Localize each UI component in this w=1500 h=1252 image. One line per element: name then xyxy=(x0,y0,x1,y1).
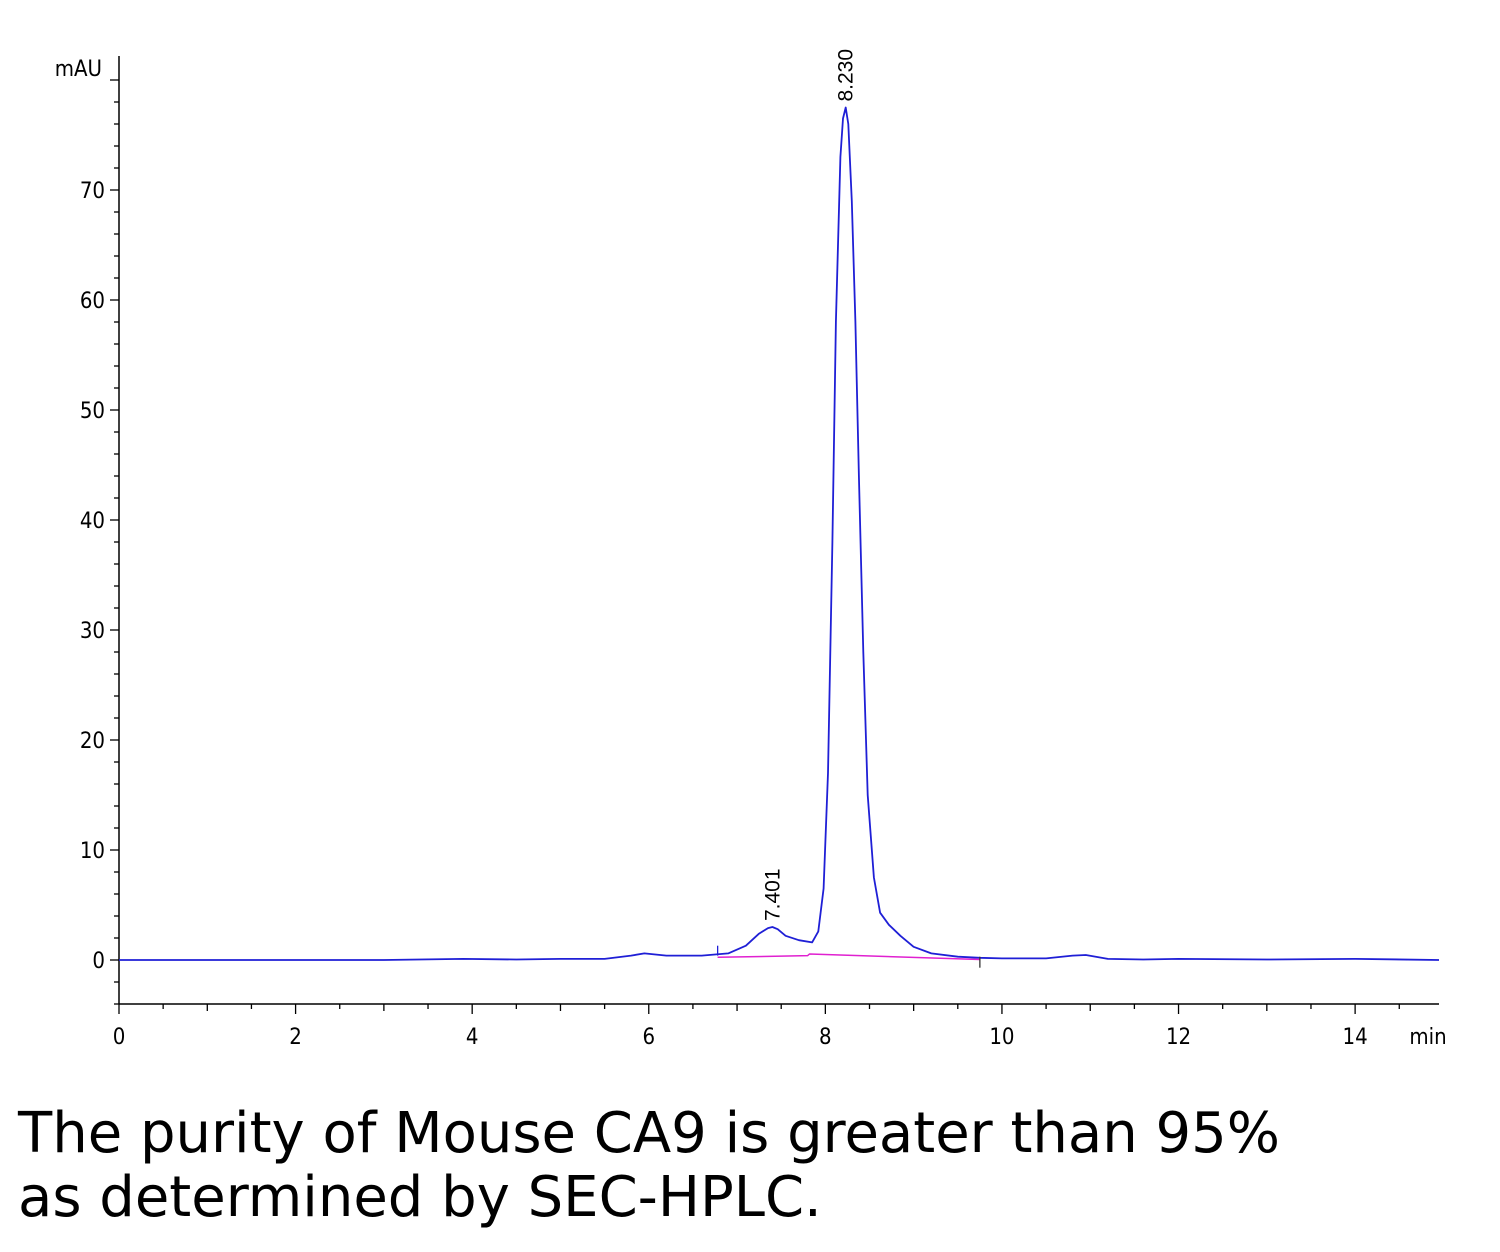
y-tick-label: 60 xyxy=(80,289,105,314)
y-tick-label: 50 xyxy=(80,399,105,424)
y-tick-label: 70 xyxy=(80,179,105,204)
x-tick-label: 0 xyxy=(113,1025,126,1050)
x-tick-label: 12 xyxy=(1166,1025,1191,1050)
caption-line-1: The purity of Mouse CA9 is greater than … xyxy=(18,1101,1280,1166)
y-tick-label: 40 xyxy=(80,509,105,534)
x-axis: 0 2 4 6 8 10 12 14 xyxy=(113,1003,1439,1050)
y-tick-label: 10 xyxy=(80,839,105,864)
x-tick-label: 2 xyxy=(289,1025,302,1050)
peak-annotations: 8.230 7.401 xyxy=(761,49,857,921)
x-tick-label: 6 xyxy=(642,1025,655,1050)
x-tick-label: 8 xyxy=(819,1025,832,1050)
peak-label: 7.401 xyxy=(761,868,784,921)
x-tick-label: 14 xyxy=(1343,1025,1368,1050)
signal-trace xyxy=(119,106,1440,961)
baseline-trace xyxy=(717,953,980,961)
peak-label: 8.230 xyxy=(835,49,858,102)
series-layer xyxy=(119,106,1440,968)
y-axis-label: mAU xyxy=(55,57,102,82)
x-tick-label: 10 xyxy=(989,1025,1014,1050)
chromatogram-chart: 0 10 20 30 40 50 60 70 0 2 4 6 8 10 12 14 8.230 7.401 m… xyxy=(55,49,1447,1050)
y-tick-label: 20 xyxy=(80,729,105,754)
y-axis: 0 10 20 30 40 50 60 70 xyxy=(80,56,120,1005)
x-tick-label: 4 xyxy=(466,1025,479,1050)
y-tick-label: 0 xyxy=(92,949,105,974)
caption: The purity of Mouse CA9 is greater than … xyxy=(18,1102,1478,1230)
caption-line-2: as determined by SEC-HPLC. xyxy=(18,1165,822,1230)
x-axis-label: min xyxy=(1409,1025,1446,1050)
y-tick-label: 30 xyxy=(80,619,105,644)
